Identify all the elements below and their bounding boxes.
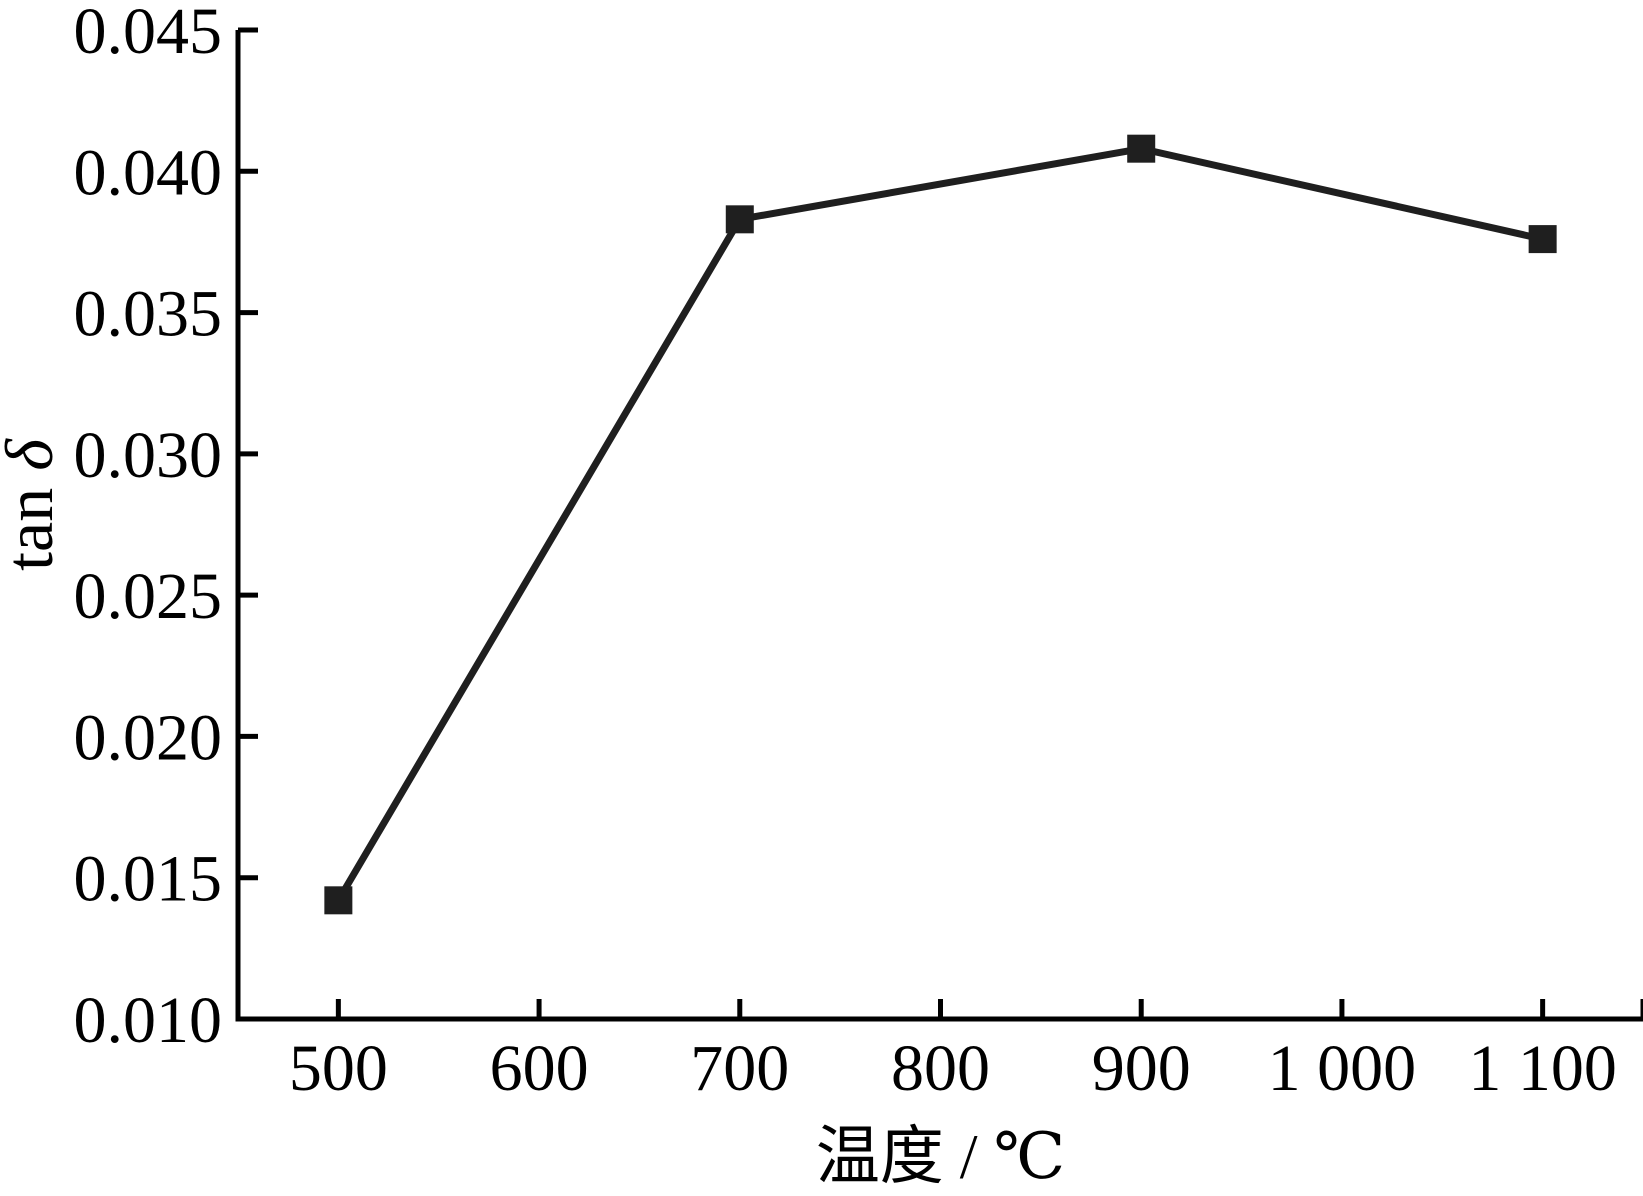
y-tick-label: 0.025 [74,560,223,633]
data-point-marker [725,205,754,234]
y-tick-label: 0.030 [74,419,223,492]
data-point-marker [324,886,353,915]
y-axis-title-roman: tan [0,471,67,571]
y-tick-label: 0.035 [74,278,223,351]
y-tick-label: 0.020 [74,701,223,774]
x-axis-ticks: 500 600 700 800 900 1 000 1 100 [289,999,1643,1105]
data-series [324,134,1557,915]
x-tick-label: 800 [891,1032,990,1105]
y-tick-label: 0.045 [74,0,223,68]
y-tick-label: 0.010 [74,984,223,1057]
x-tick-label: 1 100 [1468,1032,1617,1105]
y-tick-label: 0.015 [74,843,223,916]
y-axis-ticks: 0.010 0.015 0.020 0.025 0.030 0.035 0.040 0.045 [74,0,258,1057]
data-point-marker [1127,134,1156,163]
data-line [335,145,1544,903]
y-axis-title-symbol: δ [0,438,67,471]
x-axis-title: 温度 / ℃ [816,1121,1065,1192]
x-tick-label: 1 000 [1268,1032,1417,1105]
axis-spine-path [235,30,1643,1022]
y-tick-label: 0.040 [74,136,223,209]
data-point-marker [1528,225,1557,254]
x-tick-label: 900 [1092,1032,1191,1105]
axis-spines [235,30,1643,1022]
y-axis-title: tan δ [0,438,67,571]
x-tick-label: 500 [289,1032,388,1105]
x-tick-label: 600 [490,1032,589,1105]
x-tick-label: 700 [690,1032,789,1105]
